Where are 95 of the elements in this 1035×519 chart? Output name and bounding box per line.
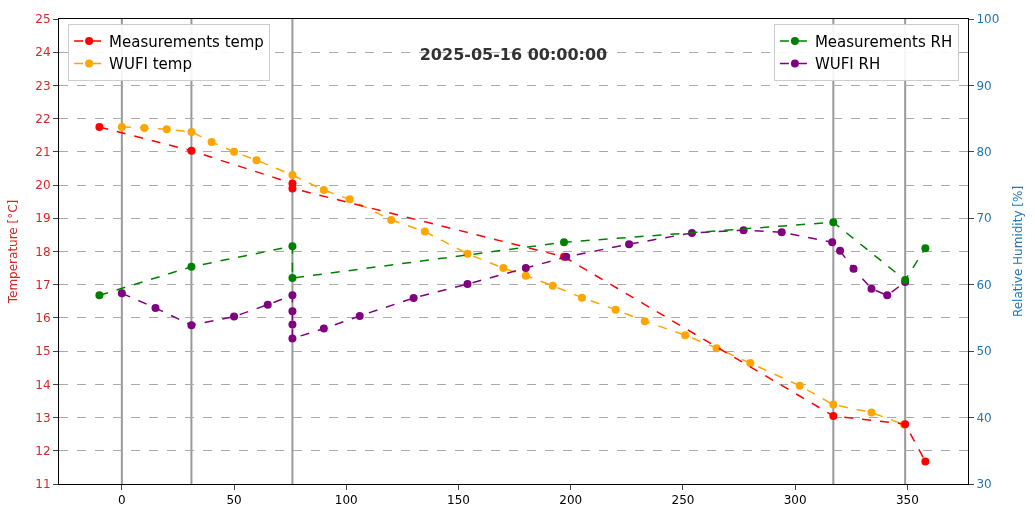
- y-tick-label: 16: [35, 311, 51, 326]
- y-tick-label: 18: [35, 244, 51, 259]
- point: [409, 294, 418, 302]
- point: [548, 281, 557, 290]
- point: [355, 311, 364, 320]
- point: [499, 264, 508, 273]
- y2-tick-label: 70: [976, 211, 992, 226]
- point: [795, 381, 804, 390]
- y-axis-title: Temperature [°C]: [5, 199, 20, 305]
- y2-axis-title: Relative Humidity [%]: [1011, 185, 1026, 318]
- point: [611, 305, 620, 314]
- point: [829, 218, 838, 227]
- point: [288, 242, 297, 251]
- point: [230, 147, 239, 156]
- y-tick-label: 17: [35, 277, 51, 292]
- point: [883, 291, 892, 300]
- y-tick-label: 11: [35, 477, 51, 492]
- point: [230, 312, 239, 321]
- point: [95, 122, 104, 131]
- x-tick-label: 150: [447, 493, 470, 508]
- point: [187, 262, 196, 271]
- point: [252, 156, 261, 165]
- point: [288, 307, 297, 316]
- x-tick-label: 300: [783, 493, 807, 508]
- point: [288, 320, 297, 329]
- y2-tick-label: 60: [976, 277, 992, 292]
- x-tick-label: 350: [895, 493, 919, 508]
- point: [187, 127, 196, 136]
- point: [625, 240, 634, 249]
- y-tick-label: 15: [35, 344, 51, 359]
- point: [263, 300, 272, 309]
- x-tick-label: 100: [334, 493, 358, 508]
- point: [187, 321, 196, 330]
- point: [746, 359, 755, 368]
- y-tick-label: 21: [35, 145, 51, 160]
- point: [187, 146, 196, 155]
- y-tick-label: 24: [35, 45, 51, 60]
- point: [829, 400, 838, 409]
- point: [420, 227, 429, 236]
- point: [463, 280, 472, 289]
- point: [288, 171, 297, 180]
- point: [288, 274, 297, 283]
- legend-label: Measurements temp: [109, 32, 264, 51]
- point: [162, 125, 171, 134]
- x-tick-label: 50: [226, 493, 242, 508]
- legend-label: Measurements RH: [814, 32, 953, 51]
- legend-label: WUFI RH: [814, 55, 881, 74]
- y2-tick-label: 50: [976, 344, 992, 359]
- point: [207, 137, 216, 146]
- point: [921, 457, 930, 466]
- y-tick-label: 14: [35, 377, 51, 392]
- y-tick-label: 19: [35, 211, 51, 226]
- point: [387, 215, 396, 224]
- y2-tick-label: 100: [976, 12, 1000, 27]
- point: [640, 317, 649, 326]
- point: [849, 264, 858, 273]
- point: [867, 284, 876, 293]
- point: [140, 123, 149, 132]
- point: [921, 244, 930, 253]
- y-tick-label: 12: [35, 443, 51, 458]
- point: [345, 195, 354, 204]
- point: [828, 238, 837, 247]
- y-tick-label: 23: [35, 78, 51, 93]
- y2-tick-label: 80: [976, 145, 992, 160]
- x-tick-label: 0: [118, 493, 126, 508]
- point: [681, 331, 690, 340]
- point: [319, 186, 328, 195]
- point: [560, 238, 568, 247]
- point: [288, 334, 297, 343]
- point: [319, 324, 328, 333]
- point: [712, 344, 721, 353]
- y-tick-label: 22: [35, 111, 51, 126]
- y2-tick-label: 40: [976, 410, 992, 425]
- point: [463, 249, 472, 258]
- legend-label: WUFI temp: [109, 55, 192, 74]
- y-tick-label: 25: [35, 12, 51, 27]
- point: [521, 264, 530, 273]
- point: [95, 291, 104, 300]
- point: [836, 246, 845, 255]
- point: [867, 408, 876, 417]
- point: [117, 122, 126, 131]
- point: [288, 291, 297, 300]
- point: [777, 228, 786, 237]
- x-tick-label: 200: [559, 493, 583, 508]
- point: [829, 411, 838, 420]
- y-tick-label: 13: [35, 410, 51, 425]
- y-tick-label: 20: [35, 178, 51, 193]
- x-tick-label: 250: [671, 493, 695, 508]
- point: [117, 289, 126, 298]
- text: 2025-05-16 00:00:00: [419, 45, 608, 64]
- point: [577, 293, 586, 302]
- y2-tick-label: 30: [976, 477, 992, 492]
- point: [151, 303, 160, 312]
- point: [521, 271, 530, 280]
- y2-tick-label: 90: [976, 78, 992, 93]
